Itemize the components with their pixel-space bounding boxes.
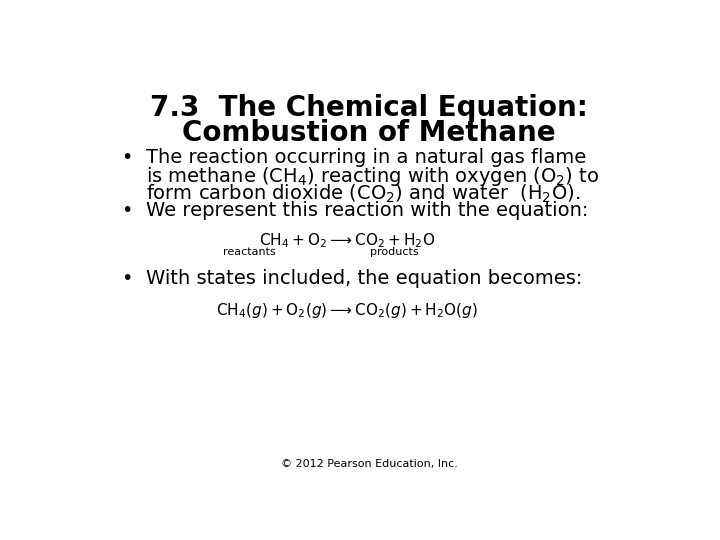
Text: Combustion of Methane: Combustion of Methane [182, 119, 556, 147]
Text: •: • [121, 268, 132, 287]
Text: $\mathrm{CH_4 + O_2 \longrightarrow CO_2 + H_2O}$: $\mathrm{CH_4 + O_2 \longrightarrow CO_2… [258, 231, 435, 250]
Text: products: products [370, 247, 418, 257]
Text: 7.3  The Chemical Equation:: 7.3 The Chemical Equation: [150, 94, 588, 122]
Text: •: • [121, 148, 132, 167]
Text: With states included, the equation becomes:: With states included, the equation becom… [145, 268, 582, 287]
Text: The reaction occurring in a natural gas flame: The reaction occurring in a natural gas … [145, 148, 586, 167]
Text: is methane (CH$_4$) reacting with oxygen (O$_2$) to: is methane (CH$_4$) reacting with oxygen… [145, 165, 599, 188]
Text: form carbon dioxide (CO$_2$) and water  (H$_2$O).: form carbon dioxide (CO$_2$) and water (… [145, 183, 580, 205]
Text: reactants: reactants [222, 247, 276, 257]
Text: © 2012 Pearson Education, Inc.: © 2012 Pearson Education, Inc. [281, 459, 457, 469]
Text: We represent this reaction with the equation:: We represent this reaction with the equa… [145, 201, 588, 220]
Text: $\mathrm{CH_4(\mathit{g}) + O_2(\mathit{g}) \longrightarrow CO_2(\mathit{g}) + H: $\mathrm{CH_4(\mathit{g}) + O_2(\mathit{… [216, 301, 477, 320]
Text: •: • [121, 201, 132, 220]
